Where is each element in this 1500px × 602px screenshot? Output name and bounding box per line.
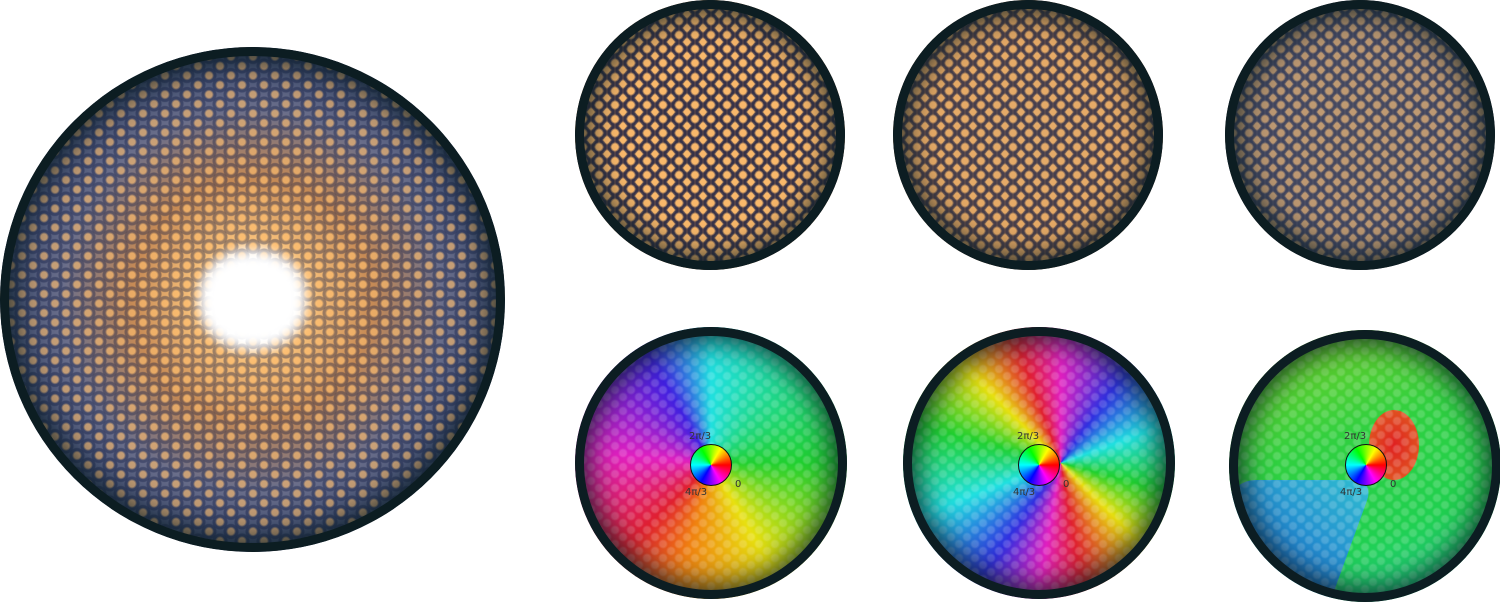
wheel-label: 2π/3: [689, 431, 712, 442]
core: [200, 252, 305, 347]
density-large: [0, 47, 505, 552]
phase-wheel: [1345, 444, 1387, 486]
wheel-label: 0: [1390, 479, 1397, 490]
phase-blue: [1229, 480, 1375, 602]
lattice: [893, 0, 1163, 270]
density-small: [893, 0, 1163, 270]
lattice: [1225, 0, 1495, 270]
wheel-label: 2π/3: [1344, 431, 1367, 442]
density-small: [575, 0, 845, 270]
wheel-label: 0: [735, 479, 742, 490]
wheel-label: 2π/3: [1017, 431, 1040, 442]
phase-wheel: [1018, 444, 1060, 486]
phase-panel: [903, 327, 1175, 599]
wheel-label: 4π/3: [1013, 487, 1036, 498]
wheel-label: 4π/3: [1340, 487, 1363, 498]
density-small: [1225, 0, 1495, 270]
lattice: [0, 47, 505, 552]
wheel-label: 4π/3: [685, 487, 708, 498]
lattice: [575, 0, 845, 270]
phase-wheel: [690, 444, 732, 486]
wheel-label: 0: [1063, 479, 1070, 490]
